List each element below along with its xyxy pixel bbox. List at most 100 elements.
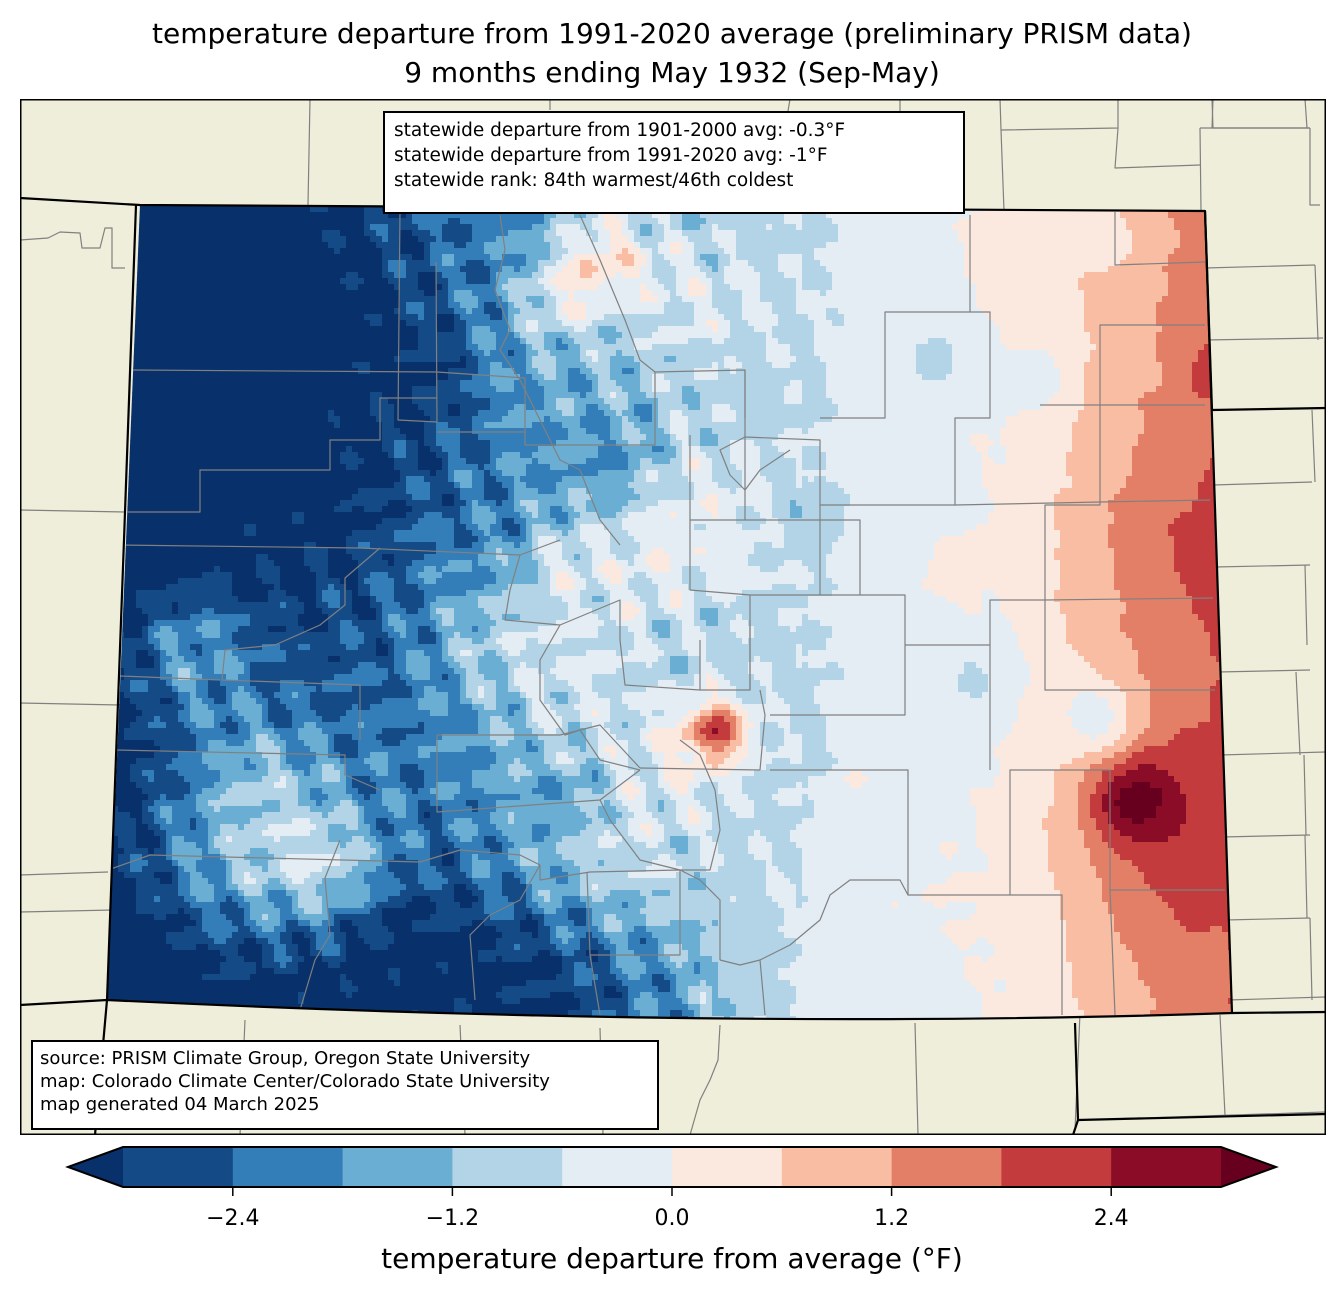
field-cell — [1144, 878, 1232, 885]
field-cell — [526, 536, 533, 543]
field-cell — [107, 872, 125, 879]
field-cell — [520, 758, 545, 765]
field-cell — [982, 608, 1001, 615]
field-cell — [436, 620, 443, 627]
field-cell — [1114, 776, 1175, 783]
field-cell — [712, 296, 743, 303]
field-cell — [196, 626, 221, 633]
field-cell — [1090, 860, 1133, 867]
field-cell — [940, 926, 1067, 933]
field-cell — [1132, 818, 1145, 825]
field-cell — [730, 440, 755, 447]
field-cell — [107, 218, 365, 225]
field-cell — [718, 968, 779, 975]
field-cell — [478, 464, 485, 471]
field-cell — [244, 914, 251, 921]
field-cell — [442, 860, 455, 867]
field-cell — [340, 248, 383, 255]
field-cell — [766, 518, 779, 525]
field-cell — [107, 416, 329, 423]
field-cell — [652, 578, 683, 585]
field-cell — [670, 890, 767, 897]
field-cell — [1090, 764, 1115, 771]
field-cell — [388, 764, 401, 771]
field-cell — [994, 746, 1103, 753]
field-cell — [574, 410, 587, 417]
field-cell — [346, 236, 371, 243]
field-cell — [574, 566, 593, 573]
field-cell — [322, 902, 365, 909]
neighbor-county-boundary — [1114, 127, 1201, 169]
field-cell — [484, 422, 533, 429]
field-cell — [478, 956, 497, 963]
field-cell — [820, 680, 959, 687]
field-cell — [196, 920, 203, 927]
field-cell — [610, 236, 629, 243]
field-cell — [736, 254, 779, 261]
field-cell — [478, 368, 491, 375]
field-cell — [976, 812, 1049, 819]
field-cell — [334, 746, 359, 753]
field-cell — [808, 602, 959, 609]
field-cell — [442, 566, 473, 573]
field-cell — [562, 896, 581, 903]
field-cell — [400, 296, 449, 303]
field-cell — [442, 464, 449, 471]
field-cell — [574, 254, 617, 261]
field-cell — [394, 416, 431, 423]
field-cell — [382, 446, 395, 453]
field-cell — [1138, 962, 1232, 969]
field-cell — [322, 770, 341, 777]
field-cell — [142, 632, 149, 639]
field-cell — [286, 776, 299, 783]
county-boundary — [679, 869, 721, 960]
field-cell — [418, 812, 425, 819]
field-cell — [484, 686, 497, 693]
field-cell — [640, 374, 653, 381]
field-cell — [664, 308, 695, 315]
field-cell — [976, 836, 1049, 843]
field-cell — [388, 230, 401, 237]
field-cell — [340, 920, 353, 927]
field-cell — [370, 602, 383, 609]
field-cell — [658, 818, 677, 825]
field-cell — [1006, 344, 1097, 351]
field-cell — [646, 662, 653, 669]
field-cell — [538, 926, 551, 933]
field-cell — [706, 638, 743, 645]
field-cell — [814, 812, 977, 819]
statewide-stats-box: statewide departure from 1901-2000 avg: … — [383, 111, 965, 214]
field-cell — [226, 728, 239, 735]
field-cell — [622, 662, 647, 669]
field-cell — [676, 818, 689, 825]
field-cell — [154, 830, 167, 837]
field-cell — [1018, 632, 1067, 639]
field-cell — [394, 458, 419, 465]
field-cell — [1054, 794, 1079, 801]
field-cell — [610, 542, 641, 549]
field-cell — [514, 332, 521, 339]
field-cell — [107, 548, 305, 555]
field-cell — [610, 590, 635, 597]
field-cell — [1126, 692, 1151, 699]
field-cell — [256, 572, 281, 579]
field-cell — [280, 806, 311, 813]
field-cell — [664, 824, 683, 831]
field-cell — [592, 560, 605, 567]
field-cell — [370, 896, 389, 903]
field-cell — [628, 992, 641, 999]
field-cell — [1180, 728, 1232, 735]
field-cell — [796, 470, 983, 477]
field-cell — [316, 572, 329, 579]
field-cell — [424, 254, 431, 261]
field-cell — [622, 602, 635, 609]
field-cell — [370, 704, 419, 711]
field-cell — [322, 596, 341, 603]
field-cell — [1060, 566, 1115, 573]
field-cell — [538, 506, 551, 513]
field-cell — [394, 980, 401, 987]
field-cell — [538, 920, 545, 927]
field-cell — [634, 410, 653, 417]
field-cell — [490, 506, 515, 513]
field-cell — [244, 686, 257, 693]
